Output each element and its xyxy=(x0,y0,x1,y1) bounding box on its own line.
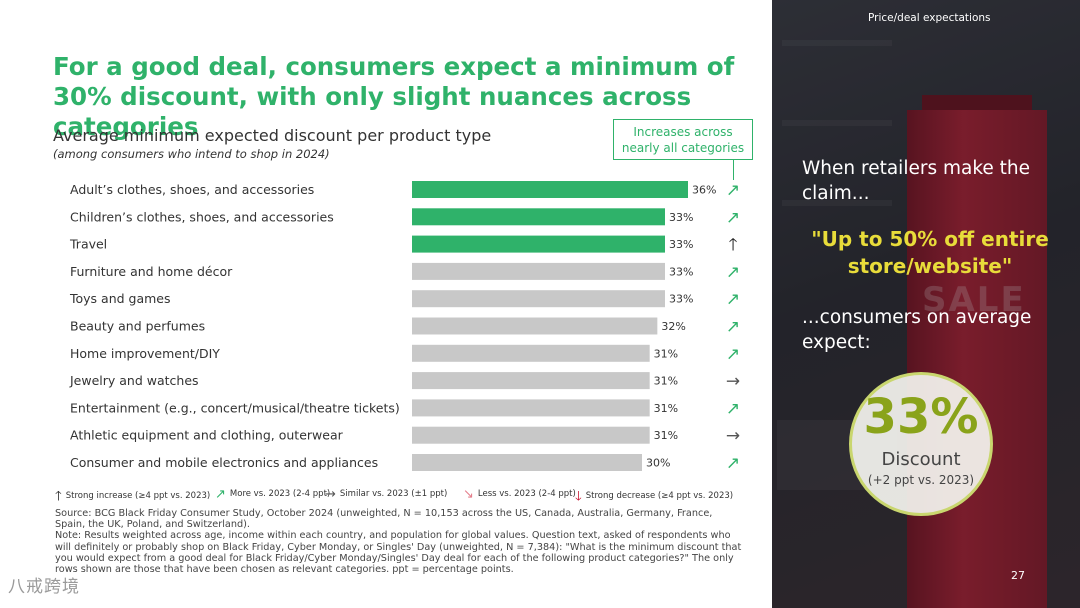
value-label: 31% xyxy=(654,429,678,442)
value-label: 31% xyxy=(654,347,678,360)
value-label: 31% xyxy=(654,402,678,415)
discount-note: (+2 ppt vs. 2023) xyxy=(867,473,975,487)
value-label: 33% xyxy=(669,265,693,278)
arrow-up-right-icon: ↗ xyxy=(726,290,740,310)
value-label: 33% xyxy=(669,238,693,251)
claim-quote: "Up to 50% off entire store/website" xyxy=(811,227,1049,278)
value-label: 33% xyxy=(669,293,693,306)
legend-more: ↗ More vs. 2023 (2-4 ppt) xyxy=(215,487,331,502)
arrow-up-icon: 🡑 xyxy=(729,235,738,255)
page-title: For a good deal, consumers expect a mini… xyxy=(53,52,735,141)
slide-content: For a good deal, consumers expect a mini… xyxy=(8,52,755,597)
value-label: 32% xyxy=(661,320,685,333)
arrow-right-icon: → xyxy=(325,487,336,502)
discount-circle: 33% Discount (+2 ppt vs. 2023) xyxy=(849,372,993,516)
legend-similar: → Similar vs. 2023 (±1 ppt) xyxy=(325,487,448,502)
category-label: Children’s clothes, shoes, and accessori… xyxy=(70,209,334,224)
arrow-up-right-icon: ↗ xyxy=(726,454,740,474)
arrow-up-right-icon: ↗ xyxy=(215,487,226,502)
arrow-right-icon: → xyxy=(726,426,740,446)
arrow-up-right-icon: ↗ xyxy=(726,344,740,364)
store-shelf xyxy=(782,120,892,126)
bar xyxy=(412,262,665,280)
bar xyxy=(412,454,642,471)
category-label: Furniture and home décor xyxy=(70,264,233,279)
bar-chart: Adult’s clothes, shoes, and accessories 3… xyxy=(69,181,740,474)
expect-text: ...consumers on average expect: xyxy=(802,307,1032,353)
source-note: Source: BCG Black Friday Consumer Study,… xyxy=(55,508,745,575)
arrow-down-right-icon: ↘ xyxy=(463,487,474,502)
bar xyxy=(412,290,665,308)
source-text: Source: BCG Black Friday Consumer Study,… xyxy=(55,508,713,531)
arrow-up-right-icon: ↗ xyxy=(726,317,740,337)
chart-subtitle: Average minimum expected discount per pr… xyxy=(53,126,492,145)
watermark-logo: 八戒跨境 xyxy=(8,577,80,597)
category-label: Athletic equipment and clothing, outerwe… xyxy=(70,428,344,443)
bar xyxy=(412,426,650,444)
arrow-up-icon: 🡑 xyxy=(55,489,62,504)
arrow-up-right-icon: ↗ xyxy=(726,208,740,228)
category-label: Consumer and mobile electronics and appl… xyxy=(70,455,378,470)
arrow-up-right-icon: ↗ xyxy=(726,181,740,201)
store-shelf xyxy=(782,200,892,206)
arrow-right-icon: → xyxy=(726,372,740,392)
category-label: Entertainment (e.g., concert/musical/the… xyxy=(70,400,400,415)
category-label: Toys and games xyxy=(69,291,171,306)
discount-value: 33% xyxy=(863,389,979,445)
bar xyxy=(412,208,665,226)
bar xyxy=(412,235,665,253)
category-label: Beauty and perfumes xyxy=(70,319,205,334)
bar xyxy=(412,372,650,390)
photo-panel: SALE xyxy=(772,0,1080,608)
chart-legend: 🡑 Strong increase (≥4 ppt vs. 2023) ↗ More… xyxy=(55,487,755,504)
arrow-up-right-icon: ↗ xyxy=(726,262,740,282)
bar xyxy=(412,344,650,362)
bar xyxy=(412,399,650,417)
category-label: Jewelry and watches xyxy=(69,373,199,388)
sale-sign-text: SALE xyxy=(922,280,1026,320)
note-text: Note: Results weighted across age, incom… xyxy=(55,530,742,576)
value-label: 36% xyxy=(692,184,716,197)
legend-less: ↘ Less vs. 2023 (2-4 ppt) xyxy=(463,487,576,502)
chart-subtitle-note: (among consumers who intend to shop in 2… xyxy=(53,147,330,161)
bar xyxy=(412,317,658,335)
section-label: Price/deal expectations xyxy=(868,12,991,24)
legend-strong-decrease: 🡓 Strong decrease (≥4 ppt vs. 2023) xyxy=(575,489,734,504)
legend-strong-increase: 🡑 Strong increase (≥4 ppt vs. 2023) xyxy=(55,489,211,504)
discount-label: Discount xyxy=(881,449,961,470)
page-number: 27 xyxy=(1011,569,1025,582)
photo-overlay xyxy=(772,0,1080,608)
callout-box: Increases across nearly all categories xyxy=(613,119,753,160)
bar xyxy=(412,181,688,198)
arrow-down-icon: 🡓 xyxy=(575,489,582,504)
category-label: Travel xyxy=(69,237,107,252)
claim-text: When retailers make the claim... xyxy=(802,158,1030,204)
callout-connector xyxy=(733,160,734,180)
category-label: Home improvement/DIY xyxy=(70,346,220,361)
category-label: Adult’s clothes, shoes, and accessories xyxy=(70,182,314,197)
value-label: 31% xyxy=(654,375,678,388)
arrow-up-right-icon: ↗ xyxy=(726,399,740,419)
sale-sign-pillar xyxy=(907,110,1047,608)
store-shelf xyxy=(782,40,892,46)
value-label: 33% xyxy=(669,211,693,224)
value-label: 30% xyxy=(646,457,670,470)
